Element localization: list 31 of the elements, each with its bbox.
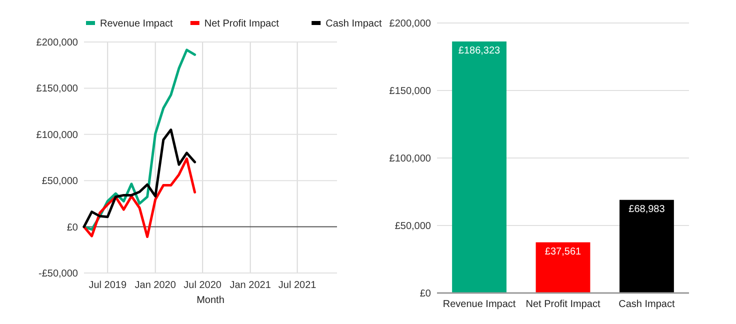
y-tick-label: £0 <box>66 222 78 234</box>
y-tick-label: £50,000 <box>42 176 78 188</box>
x-axis-title: Month <box>196 295 224 306</box>
x-tick-label: Jan 2021 <box>230 280 272 291</box>
bar <box>536 242 590 293</box>
legend-label: Revenue Impact <box>100 18 174 30</box>
y-tick-label: £0 <box>420 288 432 300</box>
y-tick-label: £50,000 <box>394 221 432 232</box>
line-series <box>82 128 196 228</box>
y-tick-label: £100,000 <box>389 154 432 164</box>
bar <box>620 200 674 293</box>
x-tick-label: Net Profit Impact <box>526 299 600 310</box>
data-label: £37,561 <box>544 246 582 258</box>
x-tick-label: Revenue Impact <box>442 299 516 310</box>
x-tick-label: Cash Impact <box>618 299 676 310</box>
legend-label: Cash Impact <box>326 18 382 30</box>
y-tick-label: £200,000 <box>389 18 432 30</box>
y-tick-label: -£50,000 <box>38 268 78 280</box>
legend-label: Net Profit Impact <box>204 18 280 30</box>
x-tick-label: Jul 2019 <box>88 280 127 291</box>
y-tick-label: £100,000 <box>36 130 78 141</box>
y-tick-label: £150,000 <box>36 84 78 95</box>
data-label: £68,983 <box>628 204 666 215</box>
x-tick-label: Jan 2020 <box>134 280 176 291</box>
y-tick-label: £150,000 <box>389 86 432 97</box>
data-label: £186,323 <box>458 45 501 56</box>
y-tick-label: £200,000 <box>36 38 78 48</box>
line-series <box>82 157 196 238</box>
x-tick-label: Jul 2020 <box>184 280 222 291</box>
x-tick-label: Jul 2021 <box>278 280 317 291</box>
bar <box>452 41 506 293</box>
